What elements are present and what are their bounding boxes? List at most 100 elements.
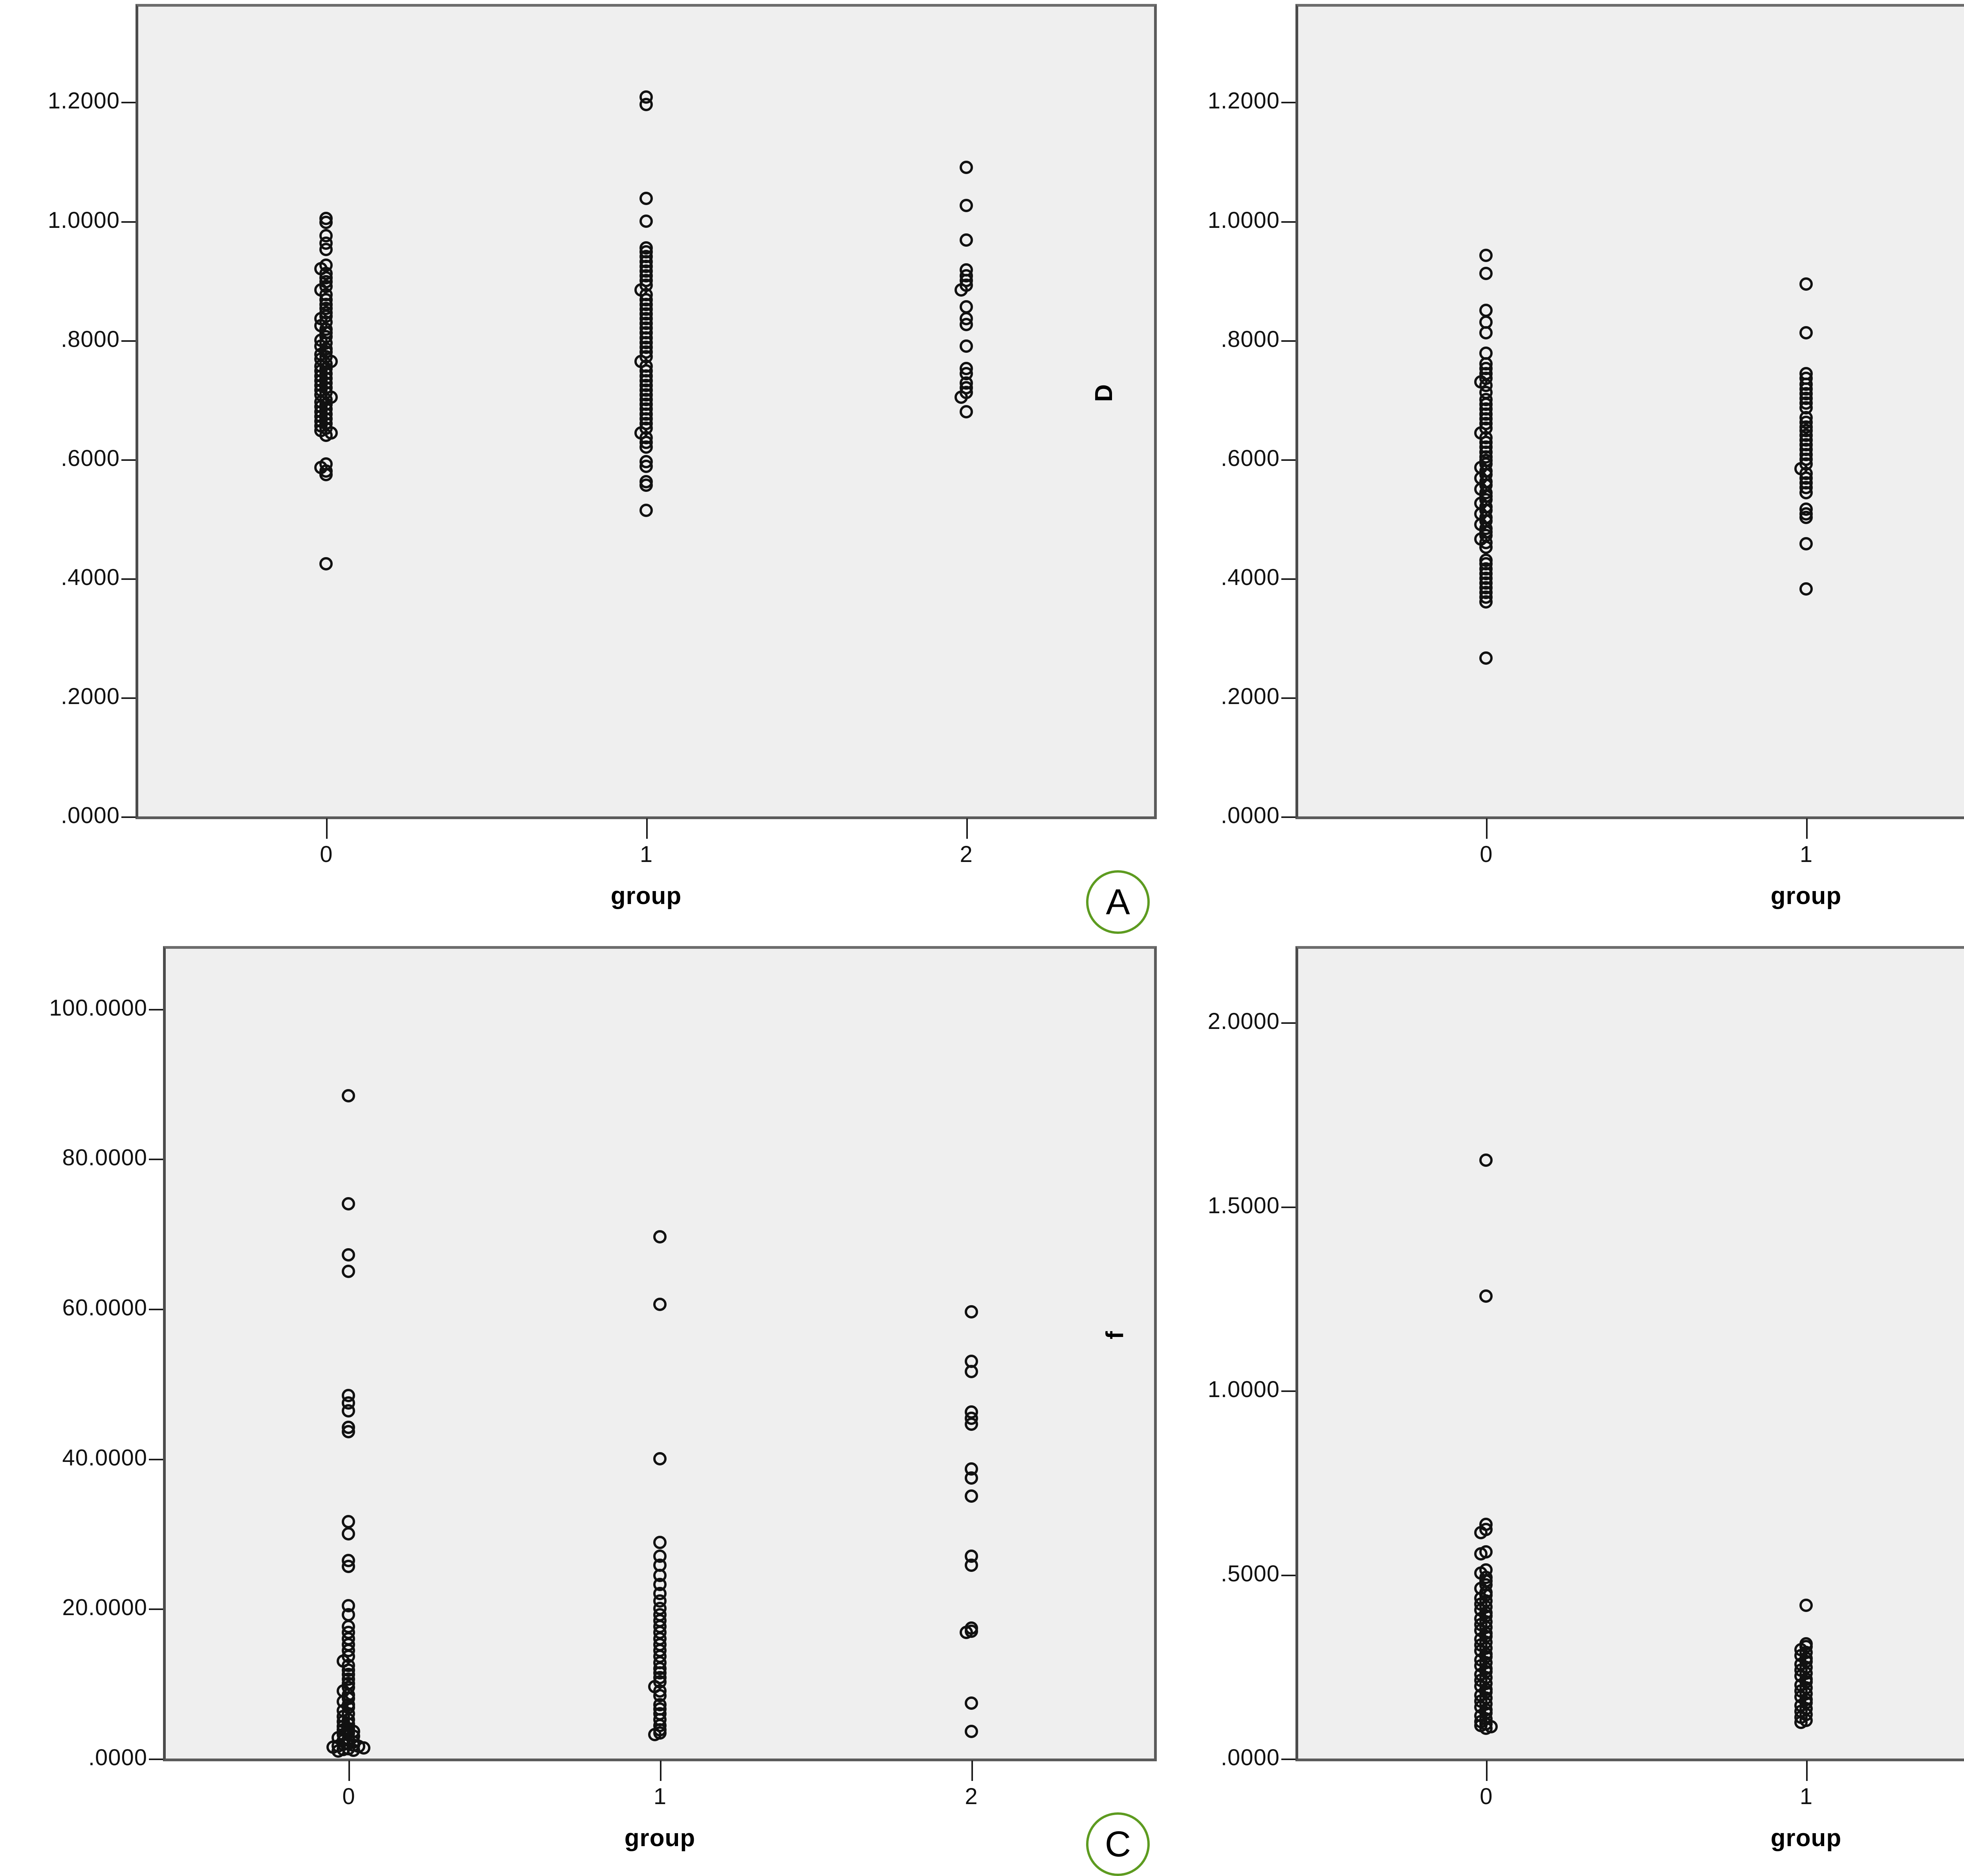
y-axis-tick-label: .0000 — [88, 1745, 147, 1770]
plot-frame — [1295, 946, 1964, 1761]
plot-area — [138, 7, 1154, 816]
x-axis-tick-label: 0 — [1480, 1784, 1493, 1809]
panel-c: .0000 20.0000 40.0000 60.0000 80.0000 100.000… — [0, 930, 1160, 1876]
data-point — [1479, 651, 1493, 665]
data-point — [342, 1425, 355, 1438]
data-point — [347, 1744, 361, 1757]
x-axis-tick — [1806, 1760, 1808, 1781]
data-point — [639, 504, 653, 517]
data-point — [342, 1197, 355, 1210]
y-axis-tick-label: 60.0000 — [62, 1295, 147, 1320]
data-point — [1799, 277, 1813, 291]
x-axis-tick — [348, 1760, 350, 1781]
data-point — [342, 1527, 355, 1540]
data-point — [959, 1626, 973, 1639]
data-point — [639, 459, 653, 473]
data-point — [1474, 1547, 1488, 1561]
data-point — [342, 1264, 355, 1278]
data-point — [1799, 486, 1813, 499]
y-axis-tick-label: .0000 — [1220, 1745, 1280, 1770]
data-point — [964, 1417, 978, 1431]
x-axis-tick — [1486, 1760, 1488, 1781]
data-point — [639, 214, 653, 228]
y-axis-tick-label: 1.2000 — [48, 88, 120, 114]
y-axis-tick-label: 1.5000 — [1207, 1192, 1280, 1218]
x-axis-tick — [1806, 818, 1808, 839]
y-axis-tick — [121, 340, 136, 342]
data-point — [319, 429, 333, 442]
data-point — [1799, 326, 1813, 340]
data-point — [653, 1297, 667, 1311]
data-point — [1479, 595, 1493, 609]
x-axis-tick-label: 0 — [1480, 842, 1493, 867]
x-axis-tick — [971, 1760, 973, 1781]
data-point — [653, 1230, 667, 1243]
y-axis-tick-label: .0000 — [60, 803, 120, 828]
y-axis-tick — [1281, 1206, 1295, 1208]
y-axis-tick-label: 1.0000 — [1207, 1377, 1280, 1403]
data-point — [342, 1404, 355, 1418]
data-point — [332, 1744, 345, 1758]
plot-frame — [136, 4, 1157, 819]
y-axis-tick — [149, 1159, 163, 1161]
data-point — [954, 391, 968, 404]
y-axis-tick — [1281, 102, 1295, 104]
plot-area — [166, 949, 1154, 1759]
data-point — [1799, 537, 1813, 550]
x-axis-tick — [660, 1760, 661, 1781]
y-axis-tick — [1281, 221, 1295, 223]
y-axis-tick-label: .4000 — [60, 564, 120, 590]
data-point — [342, 1560, 355, 1573]
x-axis-tick-label: 0 — [320, 842, 333, 867]
data-point — [319, 468, 333, 482]
x-axis-tick — [326, 818, 328, 839]
data-point — [1479, 1153, 1493, 1167]
y-axis-tick-label: .2000 — [60, 683, 120, 709]
x-axis-tick-label: 2 — [960, 842, 973, 867]
panel-b: .0000 .2000 .4000 .6000 .8000 1.0000 1.2000 D 0 1… — [1090, 0, 1964, 930]
data-point — [639, 440, 653, 454]
y-axis-tick-label: .6000 — [1220, 445, 1280, 471]
plot-frame — [163, 946, 1157, 1761]
y-axis-tick-label: 1.0000 — [1207, 207, 1280, 233]
data-point — [964, 1696, 978, 1710]
plot-area — [1298, 949, 1964, 1759]
data-point — [342, 1515, 355, 1528]
x-axis-title: group — [1770, 882, 1842, 910]
data-point — [342, 1608, 355, 1621]
data-point — [1479, 303, 1493, 317]
data-point — [964, 1471, 978, 1485]
data-point — [342, 1248, 355, 1262]
y-axis-tick — [1281, 697, 1295, 699]
y-axis-tick — [1281, 578, 1295, 580]
y-axis-tick — [121, 459, 136, 461]
y-axis-tick-label: 20.0000 — [62, 1595, 147, 1621]
y-axis-tick — [1281, 1390, 1295, 1392]
data-point — [653, 1452, 667, 1465]
y-axis-tick — [149, 1759, 163, 1760]
x-axis-tick — [646, 818, 648, 839]
y-axis-tick-label: 2.0000 — [1207, 1009, 1280, 1034]
y-axis-tick-label: 40.0000 — [62, 1445, 147, 1471]
data-point — [1479, 326, 1493, 340]
y-axis-tick-label: .5000 — [1220, 1561, 1280, 1586]
data-point — [1799, 1599, 1813, 1612]
y-axis-tick-label: .0000 — [1220, 803, 1280, 828]
data-point — [639, 97, 653, 111]
data-point — [1474, 1526, 1488, 1539]
y-axis-tick-label: 100.0000 — [49, 995, 147, 1021]
y-axis-tick — [149, 1608, 163, 1610]
y-axis-tick — [1281, 816, 1295, 818]
y-axis-tick — [121, 816, 136, 818]
panel-label-badge-c: C — [1086, 1812, 1150, 1876]
data-point — [319, 243, 333, 257]
y-axis-tick — [1281, 459, 1295, 461]
y-axis-tick — [1281, 1574, 1295, 1576]
y-axis-tick — [1281, 1022, 1295, 1024]
data-point — [959, 199, 973, 213]
data-point — [1479, 1722, 1493, 1735]
panel-a: .0000.2000.4000.6000.80001.00001.2000ADC… — [0, 0, 1160, 934]
x-axis-tick-label: 1 — [1799, 842, 1813, 867]
data-point — [1479, 266, 1493, 280]
